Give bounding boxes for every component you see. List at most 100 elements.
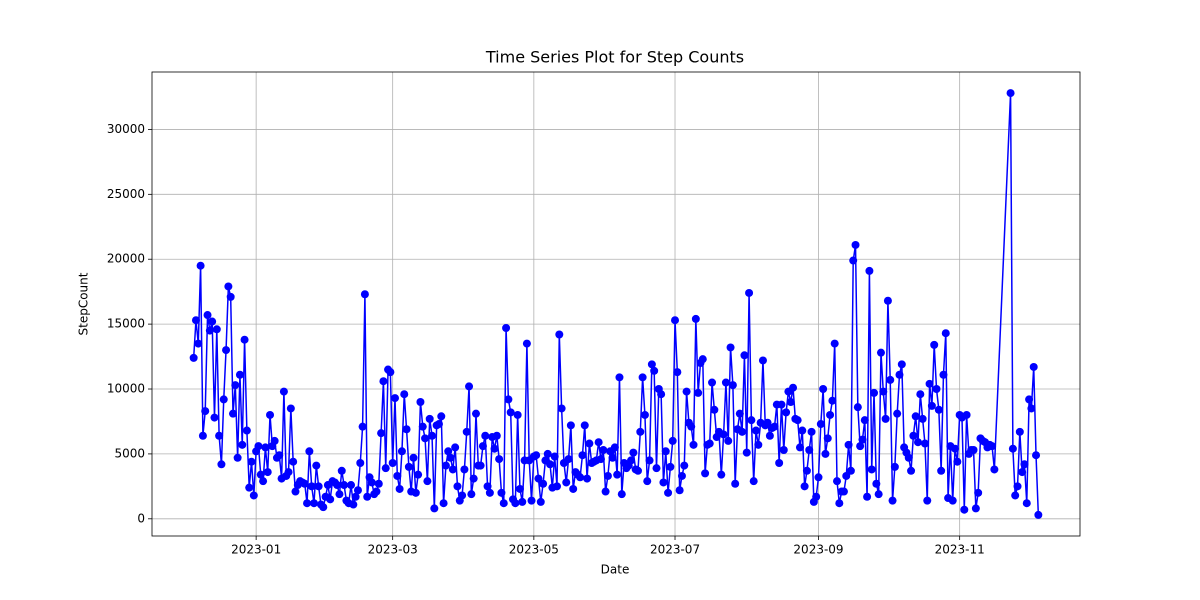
data-point	[242, 426, 251, 435]
data-point	[828, 396, 837, 405]
data-point	[874, 490, 883, 499]
data-point	[795, 443, 804, 452]
data-point	[437, 412, 446, 421]
data-point	[858, 435, 867, 444]
data-point	[196, 261, 205, 270]
data-point	[585, 439, 594, 448]
data-point	[335, 490, 344, 499]
data-point	[689, 440, 698, 449]
data-point	[682, 387, 691, 396]
data-point	[770, 422, 779, 431]
data-point	[353, 486, 362, 495]
data-point	[719, 430, 728, 439]
data-point	[212, 325, 221, 334]
data-point	[953, 457, 962, 466]
data-point	[925, 379, 934, 388]
data-point	[775, 458, 784, 467]
data-point	[960, 505, 969, 514]
data-point	[1018, 468, 1027, 477]
data-point	[534, 474, 543, 483]
data-point	[194, 339, 203, 348]
data-point	[800, 482, 809, 491]
data-point	[814, 473, 823, 482]
data-point	[379, 377, 388, 386]
data-point	[710, 405, 719, 414]
data-point	[701, 469, 710, 478]
data-point	[358, 422, 367, 431]
data-point	[235, 370, 244, 379]
data-point	[393, 471, 402, 480]
data-point	[673, 368, 682, 377]
data-point	[650, 366, 659, 375]
data-point	[566, 421, 575, 430]
y-tick-label: 30000	[107, 122, 145, 136]
data-point	[245, 483, 254, 492]
data-point	[208, 317, 217, 326]
data-point	[217, 460, 226, 469]
chart-title: Time Series Plot for Step Counts	[485, 48, 744, 67]
data-point	[846, 466, 855, 475]
data-point	[490, 444, 499, 453]
data-point	[481, 431, 490, 440]
data-point	[860, 416, 869, 425]
x-tick-label: 2023-07	[650, 543, 700, 557]
data-point	[835, 499, 844, 508]
data-point	[367, 478, 376, 487]
data-point	[647, 360, 656, 369]
data-point	[372, 487, 381, 496]
data-point	[726, 343, 735, 352]
data-point	[527, 496, 536, 505]
data-point	[939, 370, 948, 379]
data-point	[506, 408, 515, 417]
data-point	[802, 466, 811, 475]
data-point	[1020, 460, 1029, 469]
data-point	[826, 410, 835, 419]
data-point	[904, 453, 913, 462]
data-point	[326, 495, 335, 504]
data-point	[191, 316, 200, 325]
data-point	[333, 481, 342, 490]
data-point	[511, 499, 520, 508]
x-tick-label: 2023-09	[793, 543, 843, 557]
data-point	[694, 388, 703, 397]
data-point	[550, 452, 559, 461]
data-point	[652, 464, 661, 473]
data-point	[414, 470, 423, 479]
data-point	[462, 427, 471, 436]
data-point	[895, 370, 904, 379]
data-point	[867, 465, 876, 474]
data-point	[708, 378, 717, 387]
data-point	[627, 456, 636, 465]
data-point	[930, 340, 939, 349]
y-tick-label: 20000	[107, 252, 145, 266]
data-point	[337, 466, 346, 475]
data-point	[1011, 491, 1020, 500]
data-point	[640, 410, 649, 419]
data-point	[742, 448, 751, 457]
data-point	[1034, 510, 1043, 519]
data-point	[833, 477, 842, 486]
data-point	[758, 356, 767, 365]
data-point	[842, 471, 851, 480]
data-point	[613, 470, 622, 479]
data-point	[941, 329, 950, 338]
y-tick-label: 15000	[107, 317, 145, 331]
data-point	[492, 431, 501, 440]
data-point	[275, 451, 284, 460]
data-point	[934, 405, 943, 414]
data-point	[546, 460, 555, 469]
data-point	[284, 468, 293, 477]
data-point	[870, 388, 879, 397]
data-point	[738, 427, 747, 436]
data-point	[763, 418, 772, 427]
data-point	[664, 488, 673, 497]
data-point	[927, 401, 936, 410]
data-point	[830, 339, 839, 348]
x-axis-label: Date	[601, 563, 630, 577]
plot-frame	[151, 71, 1081, 537]
data-point	[215, 431, 224, 440]
data-point	[666, 462, 675, 471]
data-point	[270, 436, 279, 445]
x-tick-label: 2023-01	[231, 543, 281, 557]
